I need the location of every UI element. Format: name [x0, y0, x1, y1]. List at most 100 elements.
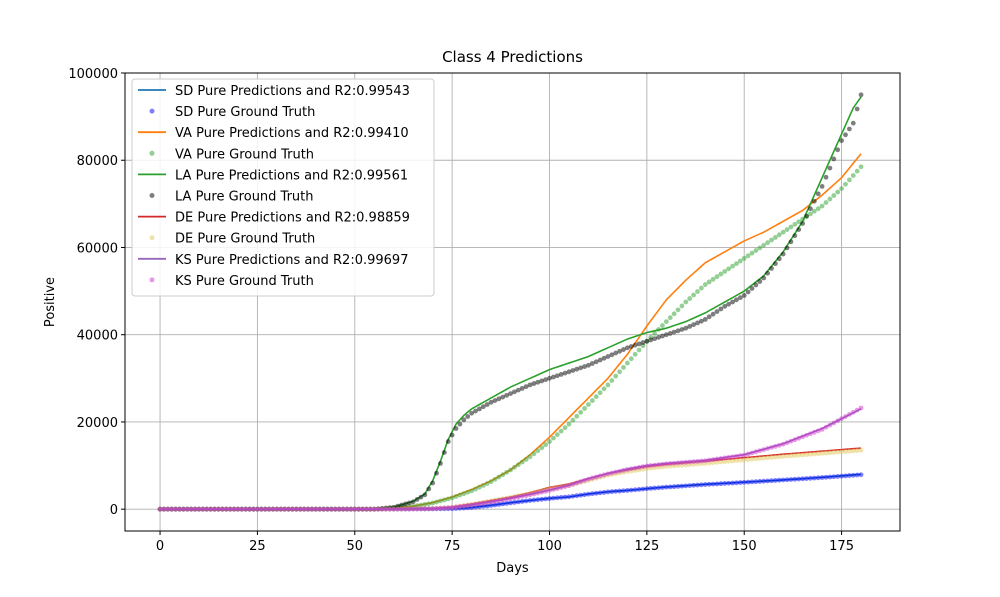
data-point: [465, 414, 471, 419]
data-point: [730, 458, 735, 464]
data-point: [667, 461, 673, 466]
data-point: [403, 501, 408, 507]
data-point: [601, 472, 607, 478]
data-point: [737, 258, 743, 264]
data-point: [745, 479, 751, 485]
data-point: [574, 366, 580, 372]
data-point: [644, 486, 650, 492]
data-point: [776, 442, 782, 448]
data-point: [184, 506, 190, 512]
data-point: [660, 333, 665, 339]
data-point: [702, 317, 708, 322]
data-point: [726, 266, 732, 272]
data-point: [574, 480, 580, 486]
x-tick-label: 75: [444, 539, 461, 554]
data-point: [515, 494, 521, 500]
data-point: [309, 506, 315, 512]
data-point: [554, 373, 560, 379]
data-point: [769, 445, 774, 450]
data-point: [695, 458, 700, 464]
data-point: [839, 416, 844, 422]
data-point: [539, 496, 545, 502]
x-tick-label: 0: [156, 539, 164, 554]
data-point: [329, 506, 334, 512]
data-point: [788, 224, 794, 230]
data-point: [426, 506, 432, 512]
data-point: [297, 506, 303, 512]
data-point: [695, 289, 700, 294]
data-point: [772, 443, 778, 449]
data-point: [500, 497, 506, 503]
legend-item: LA Pure Predictions and R2:0.99561: [138, 168, 408, 183]
data-point: [819, 475, 825, 480]
legend-label: VA Pure Predictions and R2:0.99410: [175, 126, 409, 141]
data-point: [325, 506, 330, 512]
data-point: [811, 198, 817, 204]
data-point: [667, 331, 673, 336]
data-point: [804, 452, 809, 457]
data-point: [562, 484, 568, 489]
data-point: [519, 499, 525, 504]
data-point: [831, 420, 837, 426]
data-point: [761, 242, 767, 248]
data-point: [660, 323, 665, 328]
data-point: [745, 457, 751, 462]
y-axis-label: Positive: [43, 277, 58, 327]
data-point: [811, 429, 817, 435]
data-point: [831, 193, 837, 198]
x-tick-label: 100: [537, 539, 562, 554]
data-point: [480, 404, 486, 410]
data-point: [843, 473, 848, 479]
data-point: [550, 487, 556, 492]
y-tick-label: 100000: [68, 67, 118, 82]
data-point: [800, 434, 806, 440]
data-point: [519, 459, 525, 465]
data-point: [792, 233, 798, 239]
data-point: [566, 483, 572, 489]
data-point: [675, 328, 681, 334]
data-point: [566, 369, 572, 375]
data-point: [698, 458, 704, 464]
data-point: [508, 496, 513, 501]
data-point: [640, 340, 646, 345]
data-point: [527, 498, 533, 503]
data-point: [570, 481, 576, 487]
data-point: [367, 506, 373, 512]
data-point: [414, 497, 420, 502]
data-point: [636, 486, 642, 492]
data-point: [792, 453, 798, 458]
data-point: [523, 457, 529, 462]
data-point: [772, 478, 778, 483]
data-point: [192, 506, 198, 512]
data-point: [477, 501, 482, 507]
data-point: [687, 483, 693, 488]
data-point: [523, 384, 529, 390]
data-point: [554, 432, 560, 437]
data-point: [827, 450, 833, 456]
data-point: [531, 381, 537, 386]
legend-label: VA Pure Ground Truth: [175, 147, 314, 162]
data-point: [270, 506, 276, 512]
data-point: [698, 482, 704, 488]
data-point: [157, 506, 163, 512]
legend: SD Pure Predictions and R2:0.99543 SD Pur…: [131, 78, 435, 297]
data-point: [484, 481, 490, 486]
data-point: [399, 506, 404, 512]
data-point: [687, 459, 693, 465]
data-point: [477, 406, 482, 412]
data-point: [586, 402, 591, 407]
data-point: [406, 500, 412, 506]
data-point: [800, 476, 806, 482]
data-point: [656, 334, 661, 340]
data-point: [589, 475, 595, 481]
data-point: [714, 456, 720, 462]
data-point: [589, 361, 595, 366]
series-9: [157, 405, 864, 512]
data-point: [352, 506, 358, 512]
data-point: [792, 437, 798, 443]
data-point: [687, 296, 693, 301]
data-point: [648, 463, 654, 468]
data-point: [496, 502, 502, 507]
legend-marker-swatch: [149, 150, 155, 156]
data-point: [266, 506, 272, 512]
